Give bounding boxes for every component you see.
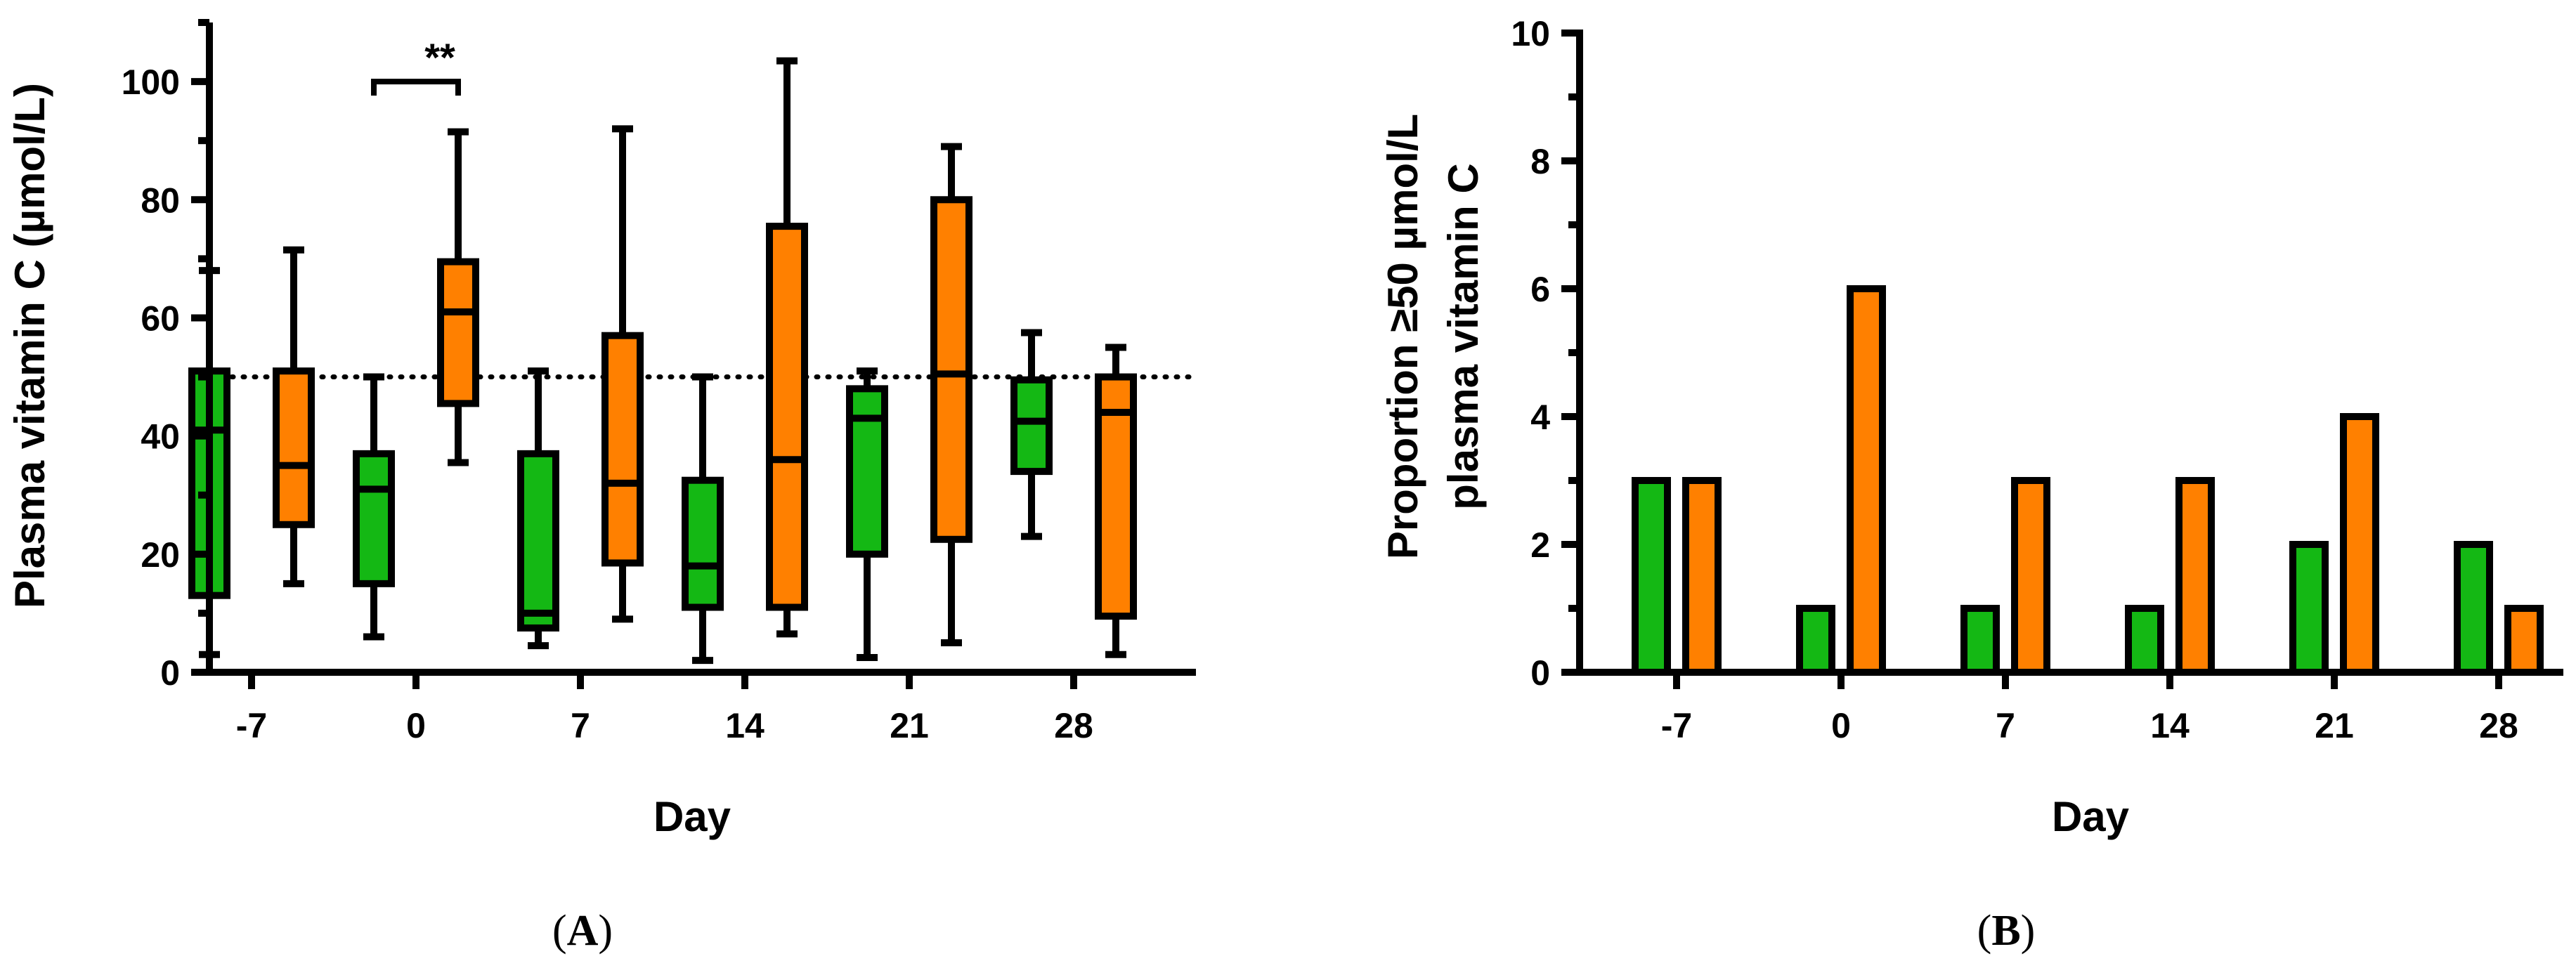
panel-a-caption: (A) — [552, 907, 613, 955]
panel-a-ytick-label: 100 — [122, 63, 180, 102]
panel-a-xtick-label: 14 — [725, 706, 765, 745]
iqr-box — [517, 450, 559, 632]
iqr-box — [1095, 373, 1137, 620]
panel-a-boxplot: 0 20 40 60 80 100 -7 0 7 14 21 28 Plasma vitamin C … — [6, 19, 1199, 955]
panel-a-ytick-label: 0 — [160, 653, 180, 693]
panel-b-caption: (B) — [1977, 907, 2036, 955]
panel-a-box-2-7 — [601, 125, 644, 623]
panel-b-bar-2--7 — [1682, 477, 1722, 676]
iqr-box — [353, 450, 395, 587]
panel-a-ytick-label: 40 — [141, 417, 180, 457]
panel-b-ylabel-line2: plasma vitamin C — [1440, 163, 1487, 510]
panel-a-box-2-14 — [766, 57, 808, 638]
panel-b-xtick-label: 21 — [2315, 706, 2354, 745]
panel-b-xtick-label: 7 — [1996, 706, 2015, 745]
panel-a-box-2-28 — [1095, 344, 1137, 658]
panel-b-xtick-label: -7 — [1661, 706, 1692, 745]
panel-b-xtick-label: 28 — [2479, 706, 2518, 745]
panel-b-ytick-label: 8 — [1530, 142, 1550, 181]
iqr-box — [601, 332, 644, 567]
panel-a-xlabel: Day — [653, 793, 731, 840]
iqr-box — [930, 196, 972, 543]
panel-b-bar-2-7 — [2011, 477, 2050, 676]
iqr-box — [766, 223, 808, 611]
panel-a-significance-bracket — [371, 79, 461, 96]
panel-b-ytick-label: 0 — [1530, 653, 1550, 693]
panel-a-box-1-21 — [846, 367, 888, 661]
panel-a-xtick-label: -7 — [236, 706, 267, 745]
iqr-box — [1010, 376, 1053, 476]
panel-a-box-1-0 — [353, 373, 395, 641]
panel-a-xtick-label: 7 — [571, 706, 590, 745]
panel-b-xtick-label: 0 — [1831, 706, 1851, 745]
panel-b-ytick-label: 6 — [1530, 270, 1550, 309]
iqr-box — [682, 476, 724, 611]
panel-b-bar-1-0 — [1796, 605, 1835, 676]
panel-a-box-1-14 — [682, 373, 724, 665]
panel-a-significance-label: ** — [424, 35, 455, 79]
panel-b-xtick-label: 14 — [2150, 706, 2190, 745]
panel-b-xlabel: Day — [2052, 793, 2130, 840]
panel-a-xtick-label: 28 — [1054, 706, 1093, 745]
panel-a-box-2--7 — [273, 246, 315, 587]
iqr-box — [846, 385, 888, 558]
panel-b-bar-1-28 — [2454, 541, 2493, 676]
panel-a-ytick-label: 60 — [141, 299, 180, 338]
panel-b-bar-1-21 — [2289, 541, 2329, 676]
panel-b-bar-2-0 — [1847, 285, 1886, 676]
iqr-box — [273, 367, 315, 528]
panel-a-box-1-7 — [517, 367, 559, 650]
panel-b-bar-1--7 — [1632, 477, 1671, 676]
panel-a-xtick-label: 21 — [890, 706, 929, 745]
panel-b-ylabel-line1: Proportion ≥50 µmol/L — [1379, 114, 1426, 559]
panel-b-bar-2-14 — [2175, 477, 2215, 676]
panel-a-xtick-label: 0 — [406, 706, 426, 745]
panel-b-bar-1-14 — [2125, 605, 2164, 676]
panel-a-box-1-28 — [1010, 329, 1053, 540]
panel-b-bar-2-28 — [2504, 605, 2544, 676]
panel-b-ytick-label: 4 — [1530, 398, 1550, 437]
panel-b-ytick-label: 2 — [1530, 525, 1550, 565]
panel-a-ylabel: Plasma vitamin C (µmol/L) — [6, 83, 53, 608]
panel-a-ytick-label: 80 — [141, 181, 180, 220]
panel-b-bar-1-7 — [1960, 605, 2000, 676]
panel-a-ytick-label: 20 — [141, 535, 180, 575]
panel-b-ytick-label: 10 — [1511, 14, 1550, 53]
panel-b-bar-2-21 — [2340, 413, 2379, 676]
panel-a-box-2-0 — [437, 128, 479, 466]
iqr-box — [437, 258, 479, 407]
panel-a-box-2-21 — [930, 143, 972, 646]
